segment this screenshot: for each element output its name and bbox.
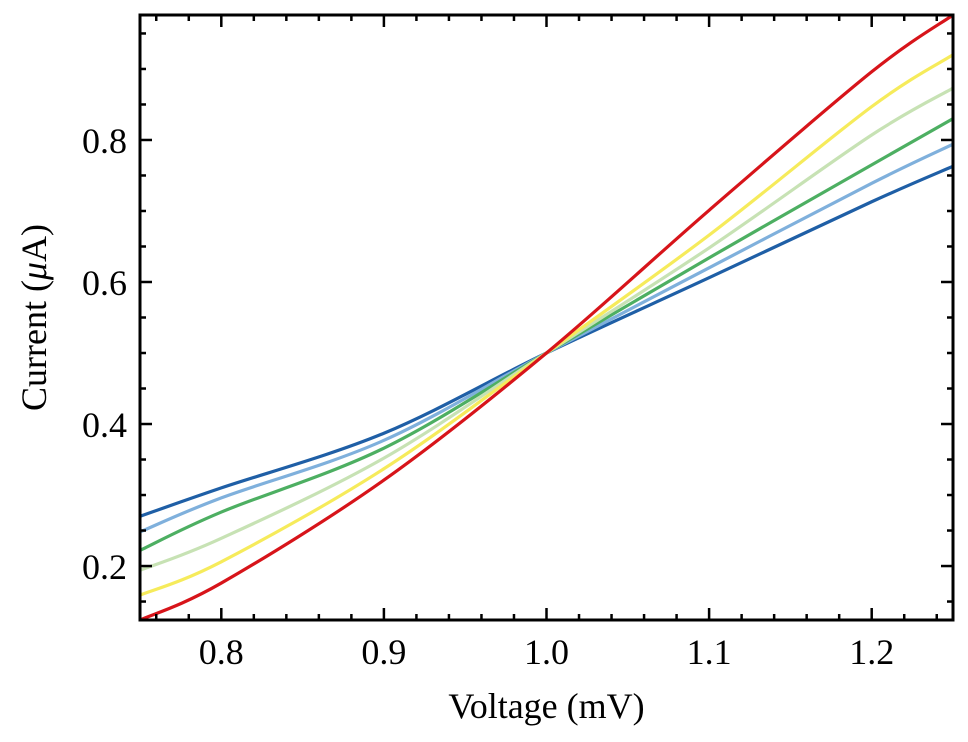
- series-line-1: [140, 164, 953, 518]
- y-tick-label: 0.2: [82, 547, 127, 587]
- x-tick-label: 0.8: [199, 632, 244, 672]
- x-tick-label: 1.1: [687, 632, 732, 672]
- y-axis-label-prefix: Current (: [14, 280, 54, 411]
- y-tick-label: 0.6: [82, 263, 127, 303]
- x-tick-label: 0.9: [361, 632, 406, 672]
- series-layer: [140, 15, 953, 620]
- x-tick-label: 1.2: [849, 632, 894, 672]
- y-axis-label-mu: μ: [14, 262, 54, 281]
- series-line-5: [140, 53, 953, 597]
- series-line-6: [140, 15, 953, 620]
- y-tick-label: 0.8: [82, 121, 127, 161]
- y-axis-label-suffix: A): [14, 224, 54, 262]
- y-axis-label: Current (μA): [14, 224, 54, 411]
- y-tick-label: 0.4: [82, 405, 127, 445]
- x-axis-label: Voltage (mV): [448, 686, 644, 726]
- x-tick-label: 1.0: [524, 632, 569, 672]
- plot-frame: [138, 13, 955, 622]
- tick-labels: 0.8 0.9 1.0 1.1 1.2 0.2 0.4 0.6 0.8: [82, 121, 894, 672]
